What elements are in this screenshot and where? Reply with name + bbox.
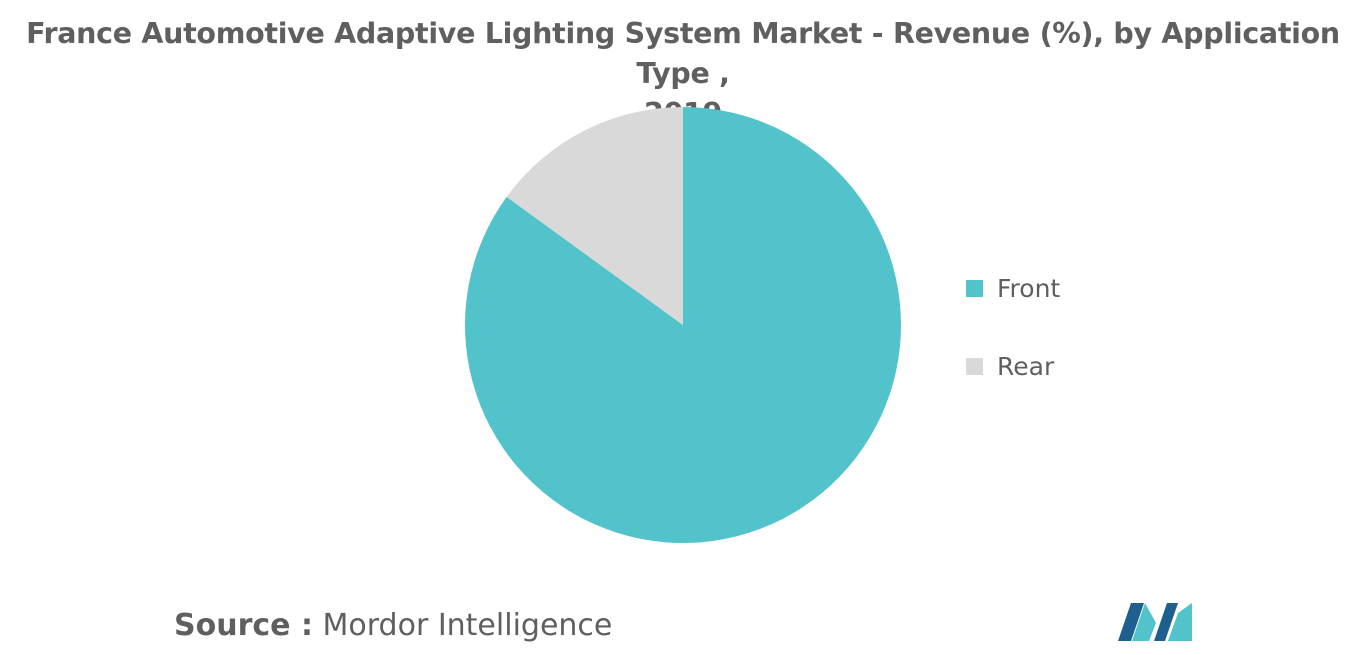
legend-item-front: Front — [966, 273, 1060, 303]
logo-shape-3 — [1154, 603, 1178, 641]
pie-slice-front — [464, 107, 901, 544]
pie-slice-rear — [506, 106, 683, 325]
logo-shape-1 — [1118, 603, 1144, 641]
source-credit: Source : Mordor Intelligence — [174, 606, 612, 646]
mordor-intelligence-logo-icon — [1118, 603, 1192, 641]
logo-shape-2 — [1132, 603, 1156, 641]
legend-item-rear: Rear — [966, 351, 1054, 381]
legend-label: Rear — [997, 351, 1055, 381]
legend-swatch — [966, 279, 983, 297]
source-value: Mordor Intelligence — [322, 608, 613, 643]
source-label: Source : — [174, 608, 313, 643]
chart-title: France Automotive Adaptive Lighting Syst… — [0, 14, 1366, 134]
legend-swatch — [966, 357, 983, 375]
logo-shape-4 — [1168, 603, 1192, 641]
legend-label: Front — [997, 273, 1061, 303]
chart-title-line-1: France Automotive Adaptive Lighting Syst… — [26, 17, 1340, 90]
